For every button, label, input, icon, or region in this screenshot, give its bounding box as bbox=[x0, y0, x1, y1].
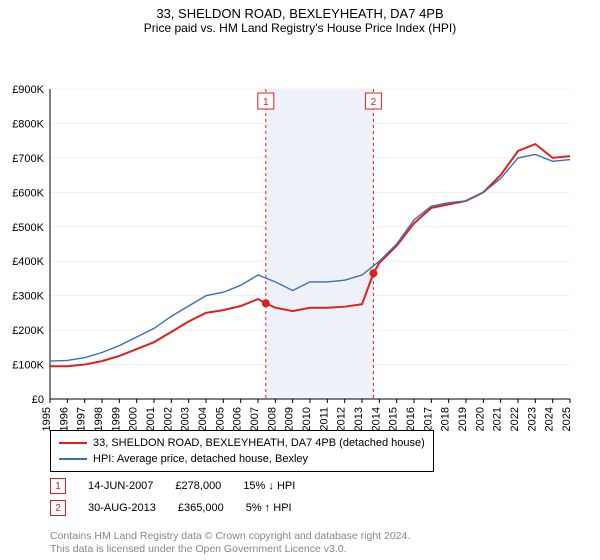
svg-text:2000: 2000 bbox=[128, 407, 140, 431]
transaction-date: 30-AUG-2013 bbox=[88, 502, 156, 514]
svg-text:£400K: £400K bbox=[12, 256, 44, 268]
svg-text:£900K: £900K bbox=[12, 84, 44, 96]
chart-subtitle: Price paid vs. HM Land Registry's House … bbox=[0, 21, 600, 39]
svg-text:2001: 2001 bbox=[145, 407, 157, 431]
transaction-price: £365,000 bbox=[178, 502, 224, 514]
legend: 33, SHELDON ROAD, BEXLEYHEATH, DA7 4PB (… bbox=[50, 430, 434, 472]
svg-text:£300K: £300K bbox=[12, 291, 44, 303]
transaction-row: 1 14-JUN-2007 £278,000 15% ↓ HPI bbox=[50, 478, 295, 494]
transaction-row: 2 30-AUG-2013 £365,000 5% ↑ HPI bbox=[50, 500, 292, 516]
svg-text:2020: 2020 bbox=[474, 407, 486, 431]
transaction-badge: 1 bbox=[50, 478, 66, 494]
svg-text:2016: 2016 bbox=[405, 407, 417, 431]
svg-text:£0: £0 bbox=[32, 394, 44, 406]
svg-text:2014: 2014 bbox=[370, 407, 382, 431]
transaction-delta: 5% ↑ HPI bbox=[246, 502, 292, 514]
svg-text:2010: 2010 bbox=[301, 407, 313, 431]
svg-text:2021: 2021 bbox=[492, 407, 504, 431]
license-text: Contains HM Land Registry data © Crown c… bbox=[50, 530, 410, 556]
svg-text:2009: 2009 bbox=[284, 407, 296, 431]
transaction-delta: 15% ↓ HPI bbox=[243, 480, 295, 492]
svg-text:2025: 2025 bbox=[561, 407, 573, 431]
svg-text:1998: 1998 bbox=[93, 407, 105, 431]
svg-text:£600K: £600K bbox=[12, 187, 44, 199]
svg-text:2024: 2024 bbox=[544, 407, 556, 431]
svg-text:2015: 2015 bbox=[388, 407, 400, 431]
svg-text:1997: 1997 bbox=[76, 407, 88, 431]
svg-text:2002: 2002 bbox=[162, 407, 174, 431]
legend-item: 33, SHELDON ROAD, BEXLEYHEATH, DA7 4PB (… bbox=[59, 435, 425, 451]
svg-text:£200K: £200K bbox=[12, 325, 44, 337]
svg-text:2013: 2013 bbox=[353, 407, 365, 431]
svg-text:2006: 2006 bbox=[232, 407, 244, 431]
transaction-date: 14-JUN-2007 bbox=[88, 480, 153, 492]
svg-text:£800K: £800K bbox=[12, 118, 44, 130]
svg-text:1996: 1996 bbox=[58, 407, 70, 431]
svg-text:2019: 2019 bbox=[457, 407, 469, 431]
transaction-badge: 2 bbox=[50, 500, 66, 516]
transaction-price: £278,000 bbox=[175, 480, 221, 492]
svg-text:2005: 2005 bbox=[214, 407, 226, 431]
svg-text:1995: 1995 bbox=[41, 407, 53, 431]
svg-text:2018: 2018 bbox=[440, 407, 452, 431]
svg-text:1: 1 bbox=[263, 97, 269, 108]
legend-label: 33, SHELDON ROAD, BEXLEYHEATH, DA7 4PB (… bbox=[93, 435, 425, 451]
legend-swatch bbox=[59, 442, 87, 444]
svg-text:£100K: £100K bbox=[12, 360, 44, 372]
svg-text:2011: 2011 bbox=[318, 407, 330, 431]
line-chart: £0 £100K £200K £300K £400K £500K £600K £700K £80… bbox=[0, 39, 600, 457]
legend-label: HPI: Average price, detached house, Bexl… bbox=[93, 451, 308, 467]
chart-container: 33, SHELDON ROAD, BEXLEYHEATH, DA7 4PB P… bbox=[0, 0, 600, 560]
svg-text:2017: 2017 bbox=[422, 407, 434, 431]
svg-text:£500K: £500K bbox=[12, 222, 44, 234]
svg-text:2007: 2007 bbox=[249, 407, 261, 431]
svg-text:2004: 2004 bbox=[197, 407, 209, 431]
svg-text:£700K: £700K bbox=[12, 153, 44, 165]
svg-text:2003: 2003 bbox=[180, 407, 192, 431]
svg-text:1999: 1999 bbox=[110, 407, 122, 431]
legend-swatch bbox=[59, 458, 87, 460]
svg-text:2022: 2022 bbox=[509, 407, 521, 431]
svg-text:2012: 2012 bbox=[336, 407, 348, 431]
chart-title: 33, SHELDON ROAD, BEXLEYHEATH, DA7 4PB bbox=[0, 0, 600, 21]
svg-text:2023: 2023 bbox=[526, 407, 538, 431]
svg-text:2: 2 bbox=[371, 97, 377, 108]
legend-item: HPI: Average price, detached house, Bexl… bbox=[59, 451, 425, 467]
svg-text:2008: 2008 bbox=[266, 407, 278, 431]
